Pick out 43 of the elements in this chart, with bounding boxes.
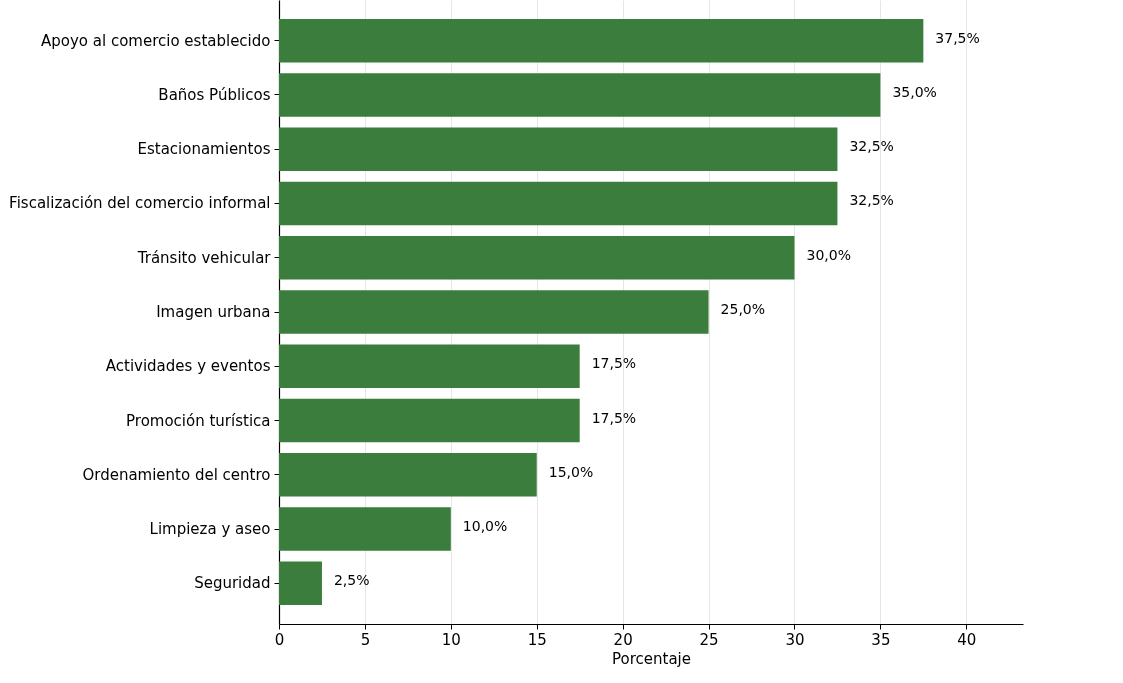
x-tick-label: 25 [699, 630, 719, 649]
y-tick-label: Estacionamientos [137, 140, 271, 159]
x-tick-label: 40 [957, 630, 977, 649]
data-label: 25,0% [720, 301, 766, 317]
y-tick-label: Apoyo al comercio establecido [40, 31, 271, 50]
x-tick-label: 10 [441, 630, 461, 649]
data-label: 2,5% [333, 572, 370, 589]
bar [279, 453, 537, 497]
bar [279, 561, 322, 606]
bar [279, 181, 838, 226]
x-tick-label: 5 [360, 630, 371, 649]
data-label: 32,5% [849, 138, 894, 155]
data-label: 17,5% [591, 355, 637, 372]
y-tick-label: Fiscalización del comercio informal [9, 194, 271, 213]
bar [279, 127, 838, 171]
x-tick-label: 35 [871, 630, 891, 649]
data-label: 30,0% [806, 246, 851, 263]
y-tick-label: Imagen urbana [156, 303, 271, 321]
bar [279, 18, 924, 63]
y-tick-label: Actividades y eventos [105, 357, 271, 376]
data-label: 32,5% [849, 192, 894, 209]
data-label: 10,0% [462, 518, 508, 535]
y-tick-label: Tránsito vehicular [136, 248, 272, 267]
y-tick-label: Seguridad [194, 574, 271, 593]
y-tick-label: Baños Públicos [158, 85, 271, 104]
bar [279, 507, 451, 551]
y-tick-label: Limpieza y aseo [149, 520, 271, 539]
x-tick-label: 30 [785, 630, 805, 649]
data-label: 15,0% [548, 463, 594, 480]
x-tick-label: 0 [274, 630, 285, 649]
x-tick-label: 15 [527, 630, 547, 649]
y-tick-label: Ordenamiento del centro [82, 465, 271, 484]
x-tick-label: 20 [613, 630, 633, 649]
bar [279, 290, 709, 334]
data-label: 35,0% [892, 83, 937, 100]
data-label: 17,5% [591, 409, 637, 426]
x-axis-title: Porcentaje [612, 649, 691, 668]
y-tick-label: Promoción turística [126, 411, 271, 430]
data-label: 37,5% [935, 29, 980, 46]
bar [279, 73, 881, 117]
bar [279, 236, 795, 280]
bar [279, 344, 580, 388]
bar [279, 398, 580, 443]
